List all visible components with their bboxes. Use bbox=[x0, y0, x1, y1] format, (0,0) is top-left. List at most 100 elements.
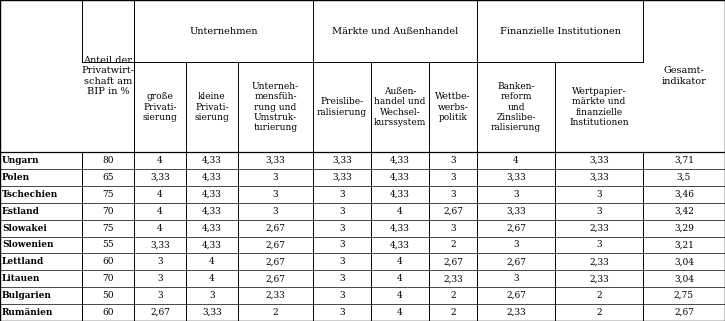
Text: 3,33: 3,33 bbox=[150, 240, 170, 249]
Text: 2,33: 2,33 bbox=[506, 308, 526, 317]
Text: 3: 3 bbox=[596, 240, 602, 249]
Text: Bulgarien: Bulgarien bbox=[2, 291, 52, 300]
Text: 70: 70 bbox=[102, 274, 114, 283]
Text: 4: 4 bbox=[157, 223, 163, 232]
Text: 3: 3 bbox=[450, 190, 456, 199]
Text: 3: 3 bbox=[273, 173, 278, 182]
Text: 2,67: 2,67 bbox=[265, 274, 286, 283]
Text: 3,21: 3,21 bbox=[674, 240, 694, 249]
Text: 3: 3 bbox=[450, 173, 456, 182]
Text: 3,33: 3,33 bbox=[332, 173, 352, 182]
Text: 2,67: 2,67 bbox=[265, 223, 286, 232]
Text: 3: 3 bbox=[339, 291, 345, 300]
Text: 3: 3 bbox=[339, 190, 345, 199]
Text: 60: 60 bbox=[102, 308, 114, 317]
Text: 2,75: 2,75 bbox=[674, 291, 694, 300]
Text: 4: 4 bbox=[157, 190, 163, 199]
Text: 3,29: 3,29 bbox=[674, 223, 694, 232]
Text: Slowakei: Slowakei bbox=[2, 223, 46, 232]
Text: 4,33: 4,33 bbox=[390, 156, 410, 165]
Text: 55: 55 bbox=[102, 240, 114, 249]
Text: 2,67: 2,67 bbox=[265, 257, 286, 266]
Text: Unterneh-
mensfüh-
rung und
Umstruk-
turierung: Unterneh- mensfüh- rung und Umstruk- tur… bbox=[252, 82, 299, 132]
Text: 3: 3 bbox=[596, 207, 602, 216]
Text: 3: 3 bbox=[339, 308, 345, 317]
Text: 2,67: 2,67 bbox=[265, 240, 286, 249]
Text: 3: 3 bbox=[210, 291, 215, 300]
Text: Finanzielle Institutionen: Finanzielle Institutionen bbox=[500, 27, 621, 36]
Text: 3,33: 3,33 bbox=[150, 173, 170, 182]
Text: 4: 4 bbox=[397, 308, 403, 317]
Text: 75: 75 bbox=[102, 223, 114, 232]
Text: 4,33: 4,33 bbox=[390, 190, 410, 199]
Text: 3: 3 bbox=[450, 156, 456, 165]
Text: 50: 50 bbox=[102, 291, 114, 300]
Text: 4: 4 bbox=[157, 156, 163, 165]
Text: Anteil der
Privatwirt-
schaft am
BIP in %: Anteil der Privatwirt- schaft am BIP in … bbox=[81, 56, 135, 96]
Text: 2: 2 bbox=[596, 308, 602, 317]
Text: 3: 3 bbox=[339, 274, 345, 283]
Text: Wettbe-
werbs-
politik: Wettbe- werbs- politik bbox=[435, 92, 471, 122]
Text: 3,33: 3,33 bbox=[332, 156, 352, 165]
Text: Tschechien: Tschechien bbox=[2, 190, 58, 199]
Text: Wertpapier-
märkte und
finanzielle
Institutionen: Wertpapier- märkte und finanzielle Insti… bbox=[569, 87, 629, 127]
Text: 3: 3 bbox=[596, 190, 602, 199]
Text: 4,33: 4,33 bbox=[202, 173, 222, 182]
Text: 2,33: 2,33 bbox=[443, 274, 463, 283]
Text: Märkte und Außenhandel: Märkte und Außenhandel bbox=[332, 27, 458, 36]
Text: 3,33: 3,33 bbox=[506, 207, 526, 216]
Text: 2,67: 2,67 bbox=[443, 257, 463, 266]
Text: Gesamt-
indikator: Gesamt- indikator bbox=[661, 66, 706, 86]
Text: 3: 3 bbox=[513, 240, 519, 249]
Text: Außen-
handel und
Wechsel-
kurssystem: Außen- handel und Wechsel- kurssystem bbox=[374, 87, 426, 127]
Text: 3,33: 3,33 bbox=[202, 308, 222, 317]
Text: 3: 3 bbox=[513, 190, 519, 199]
Text: 2,33: 2,33 bbox=[589, 257, 609, 266]
Text: Unternehmen: Unternehmen bbox=[189, 27, 258, 36]
Text: 4: 4 bbox=[397, 291, 403, 300]
Text: kleine
Privati-
sierung: kleine Privati- sierung bbox=[194, 92, 229, 122]
Text: 3: 3 bbox=[339, 223, 345, 232]
Text: 3,33: 3,33 bbox=[589, 173, 609, 182]
Text: 2: 2 bbox=[596, 291, 602, 300]
Text: 3,04: 3,04 bbox=[674, 257, 694, 266]
Text: 2: 2 bbox=[450, 291, 456, 300]
Text: Rumänien: Rumänien bbox=[2, 308, 54, 317]
Text: Polen: Polen bbox=[2, 173, 30, 182]
Text: 4: 4 bbox=[513, 156, 519, 165]
Text: 3: 3 bbox=[157, 257, 163, 266]
Text: 3,04: 3,04 bbox=[674, 274, 694, 283]
Text: Estland: Estland bbox=[2, 207, 40, 216]
Text: 4: 4 bbox=[209, 257, 215, 266]
Text: 2: 2 bbox=[273, 308, 278, 317]
Text: 2,67: 2,67 bbox=[506, 291, 526, 300]
Text: 2: 2 bbox=[450, 240, 456, 249]
Text: 3,33: 3,33 bbox=[589, 156, 609, 165]
Text: Lettland: Lettland bbox=[2, 257, 44, 266]
Text: 4: 4 bbox=[397, 257, 403, 266]
Text: 2,33: 2,33 bbox=[265, 291, 286, 300]
Text: 3,71: 3,71 bbox=[674, 156, 694, 165]
Text: 4,33: 4,33 bbox=[202, 223, 222, 232]
Text: Preislibe-
ralisierung: Preislibe- ralisierung bbox=[317, 97, 367, 117]
Text: 65: 65 bbox=[102, 173, 114, 182]
Text: 3: 3 bbox=[513, 274, 519, 283]
Text: 4,33: 4,33 bbox=[202, 207, 222, 216]
Text: Slowenien: Slowenien bbox=[2, 240, 54, 249]
Text: 2,33: 2,33 bbox=[589, 223, 609, 232]
Text: 3,46: 3,46 bbox=[674, 190, 694, 199]
Text: 3,42: 3,42 bbox=[674, 207, 694, 216]
Text: große
Privati-
sierung: große Privati- sierung bbox=[143, 92, 178, 122]
Text: 3: 3 bbox=[157, 291, 163, 300]
Text: 4: 4 bbox=[157, 207, 163, 216]
Text: 3: 3 bbox=[339, 207, 345, 216]
Text: 4,33: 4,33 bbox=[202, 190, 222, 199]
Text: 2,67: 2,67 bbox=[443, 207, 463, 216]
Text: Banken-
reform
und
Zinslibe-
ralisierung: Banken- reform und Zinslibe- ralisierung bbox=[491, 82, 541, 132]
Text: 80: 80 bbox=[102, 156, 114, 165]
Text: 4: 4 bbox=[397, 274, 403, 283]
Text: 3,33: 3,33 bbox=[265, 156, 286, 165]
Text: 4,33: 4,33 bbox=[202, 240, 222, 249]
Text: 4,33: 4,33 bbox=[202, 156, 222, 165]
Text: 3: 3 bbox=[157, 274, 163, 283]
